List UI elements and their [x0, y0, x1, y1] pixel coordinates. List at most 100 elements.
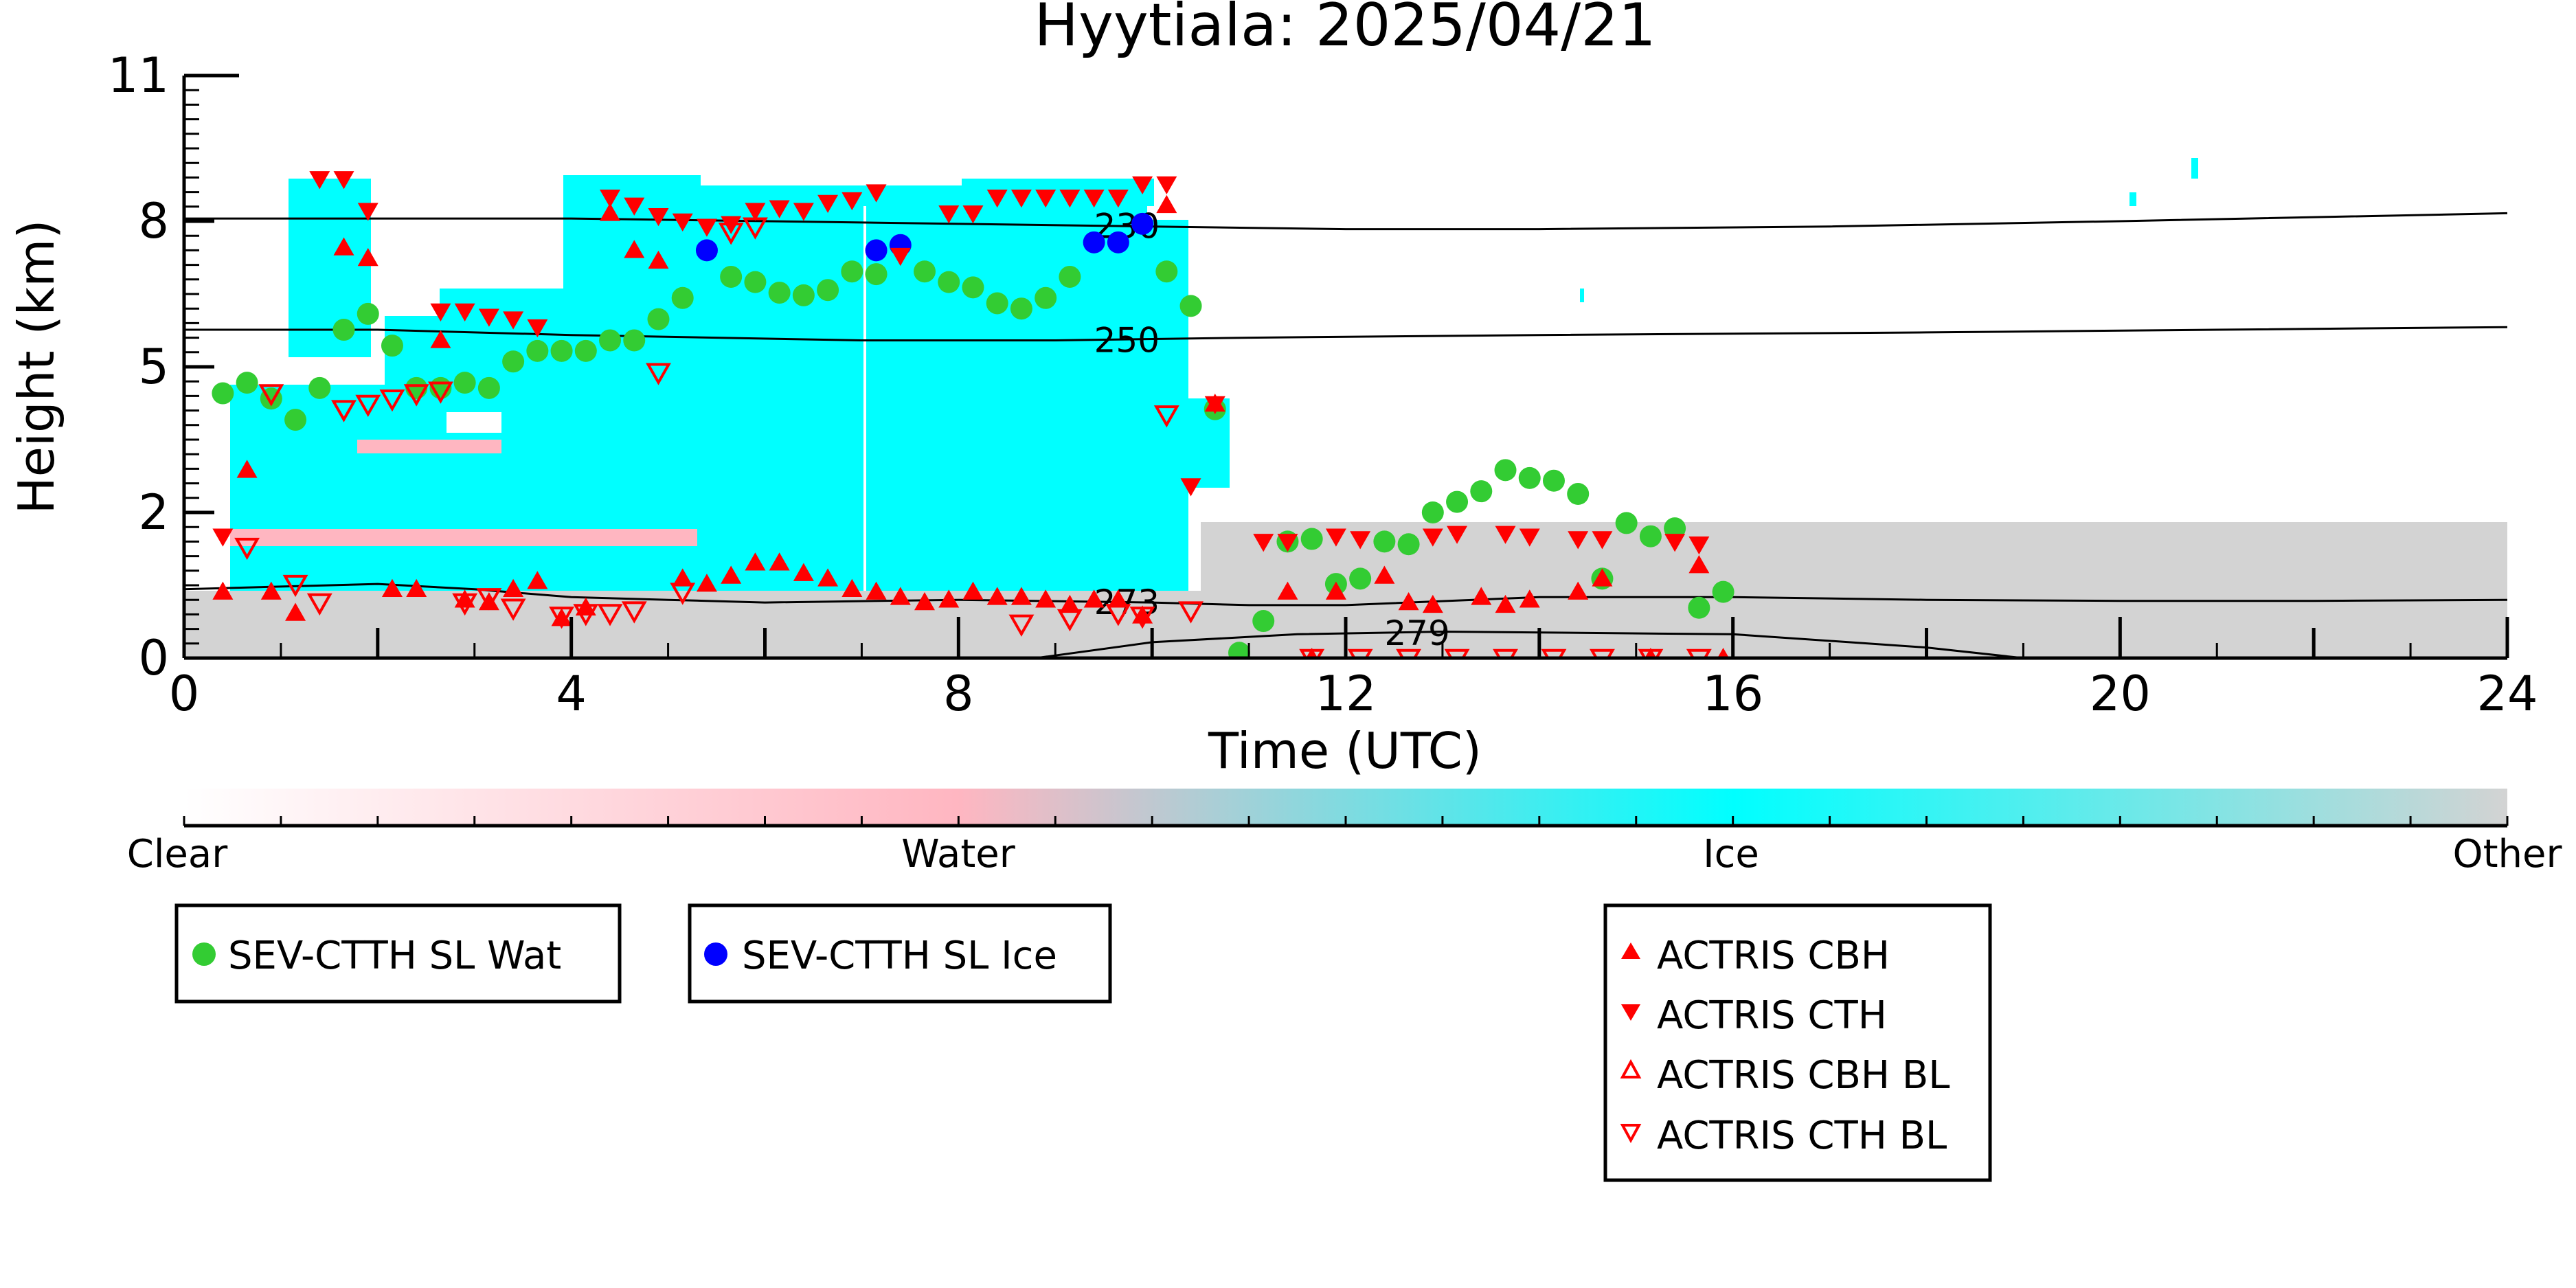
sev-ctth-sl-wat-point-56: [1688, 596, 1710, 619]
actris-cth-bl-point-19: [742, 217, 768, 240]
legend-wat-label: SEV-CTTH SL Wat: [228, 934, 561, 978]
y-tick-label-5: 5: [138, 339, 169, 395]
legend-actris-cth-bl: ACTRIS CTH BL: [1620, 1114, 1947, 1158]
y-axis-label: Height (km): [8, 220, 65, 515]
sev-ctth-sl-wat-point-33: [1059, 265, 1081, 288]
actris-cbh-point-29: [938, 589, 960, 608]
colorbar-label-clear: Clear: [127, 832, 228, 877]
actris-cth-point-9: [600, 190, 621, 208]
sev-ctth-sl-wat-point-37: [1228, 642, 1250, 658]
actris-cth-bl-point-32: [1589, 648, 1615, 658]
actris-cbh-point-51: [1645, 648, 1657, 658]
actris-cbh-point-30: [962, 581, 984, 600]
sev-ctth-sl-wat-point-25: [841, 260, 863, 283]
sev-ctth-sl-ice-point-4: [1107, 231, 1129, 253]
sev-ctth-sl-wat-point-51: [1567, 483, 1590, 506]
x-tick-label-24: 24: [2476, 666, 2538, 722]
actris-cbh-point-50: [1592, 568, 1613, 587]
actris-cth-point-31: [1156, 176, 1177, 195]
sev-ctth-sl-wat-point-31: [1010, 297, 1032, 320]
actris-cth-point-13: [696, 218, 717, 237]
actris-cth-point-12: [672, 213, 693, 231]
sev-ctth-sl-wat-point-48: [1494, 459, 1517, 482]
legend-actris-cth-bl-label: ACTRIS CTH BL: [1657, 1114, 1947, 1158]
actris-cbh-point-13: [551, 608, 572, 626]
contour-label-273: 273: [1094, 583, 1160, 622]
actris-cbh-point-2: [260, 581, 282, 600]
actris-cth-bl-point-2: [282, 574, 308, 598]
legend-actris-cth-bl-marker: [1620, 1124, 1642, 1144]
actris-cth-bl-point-6: [379, 389, 405, 412]
actris-cbh-point-18: [672, 568, 693, 587]
x-tick-label-4: 4: [556, 666, 587, 722]
colorbar-label-ice: Ice: [1703, 832, 1759, 877]
actris-cth-bl-point-3: [306, 593, 332, 616]
y-tick-label-0: 0: [138, 630, 169, 686]
actris-cth-point-4: [430, 303, 451, 322]
sev-ctth-sl-wat-point-19: [671, 286, 694, 309]
sev-ctth-sl-wat-point-32: [1035, 286, 1057, 309]
actris-cth-bl-point-29: [1444, 648, 1470, 658]
x-tick-label-16: 16: [1702, 666, 1763, 722]
actris-cth-bl-point-5: [355, 394, 381, 417]
water-streak-2: [357, 440, 501, 453]
actris-cbh-point-8: [430, 330, 451, 348]
actris-cbh-point-20: [721, 565, 742, 584]
sev-ctth-sl-wat-point-34: [1155, 260, 1178, 283]
actris-cth-point-6: [478, 308, 499, 327]
actris-cth-point-41: [1519, 528, 1540, 547]
sev-ctth-sl-wat-point-22: [768, 282, 791, 304]
legend-actris-cth: ACTRIS CTH: [1621, 993, 1887, 1038]
actris-cth-bl-point-20: [1008, 614, 1035, 637]
sev-ctth-sl-wat-point-14: [550, 339, 573, 362]
x-tick-label-0: 0: [169, 666, 200, 722]
sev-ctth-sl-wat-point-26: [865, 263, 888, 286]
legend-actris-cth-label: ACTRIS CTH: [1657, 993, 1887, 1038]
actris-cth-bl-point-13: [573, 604, 599, 626]
actris-cth-point-2: [333, 171, 354, 190]
chart-title: Hyytiala: 2025/04/21: [1034, 0, 1656, 60]
actris-cbh-point-4: [333, 237, 354, 256]
actris-cbh-point-19: [696, 574, 717, 592]
sev-ctth-sl-wat-point-47: [1470, 480, 1493, 503]
actris-cth-point-37: [1350, 531, 1371, 550]
other-ground-layer: [184, 591, 1201, 658]
sev-ctth-sl-wat-point-45: [1421, 501, 1444, 523]
x-axis-label: Time (UTC): [1208, 722, 1482, 780]
actris-cbh-point-3: [285, 602, 306, 621]
actris-cth-point-35: [1277, 534, 1298, 552]
sev-ctth-sl-wat-point-5: [332, 319, 355, 341]
actris-cth-bl-point-17: [670, 583, 696, 605]
actris-cth-point-32: [1180, 478, 1201, 497]
actris-cbh-point-47: [1495, 594, 1516, 613]
legend-ice: SEV-CTTH SL Ice: [688, 903, 1112, 1004]
y-tick-label-11: 11: [108, 47, 169, 104]
actris-cbh-point-35: [1083, 589, 1105, 608]
sev-ctth-sl-wat-point-23: [792, 284, 815, 306]
actris-cth-bl-point-7: [403, 384, 429, 407]
actris-cth-point-15: [745, 203, 766, 221]
sev-ctth-sl-wat-point-54: [1639, 525, 1662, 547]
actris-cbh-point-34: [1059, 594, 1081, 613]
actris-cth-bl-point-28: [1396, 648, 1422, 658]
colorbar-label-other: Other: [2452, 832, 2562, 877]
actris-cbh-point-6: [381, 578, 403, 598]
actris-cbh-point-11: [503, 578, 524, 598]
sev-ctth-sl-wat-point-16: [599, 329, 622, 352]
ice-tuft-2: [2129, 192, 2136, 206]
retrieval-markers: [212, 171, 1735, 658]
actris-cth-bl-point-8: [427, 381, 453, 404]
legend-wat-marker: [192, 942, 216, 966]
actris-cth-point-20: [866, 184, 887, 203]
actris-cth-bl-point-15: [621, 601, 647, 624]
actris-cbh-point-17: [648, 250, 669, 269]
actris-cbh-point-38: [1156, 194, 1177, 214]
actris-cth-point-7: [503, 311, 524, 330]
sev-ctth-sl-wat-point-46: [1446, 490, 1469, 513]
legend-actris-cbh-bl-marker: [1620, 1059, 1642, 1078]
sev-ctth-sl-wat-point-10: [453, 372, 476, 394]
actris-cbh-point-1: [236, 460, 258, 478]
actris-cbh-point-26: [866, 581, 887, 600]
actris-cbh-point-53: [1717, 648, 1730, 658]
